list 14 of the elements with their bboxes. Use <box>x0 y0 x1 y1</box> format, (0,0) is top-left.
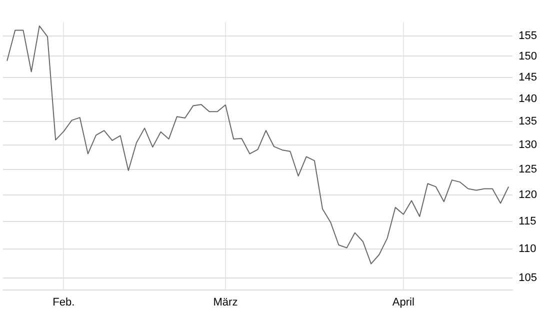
y-tick-label: 145 <box>518 71 538 84</box>
y-tick-label: 105 <box>518 272 538 284</box>
y-tick-label: 115 <box>518 215 536 228</box>
y-tick-label: 120 <box>518 188 538 201</box>
y-tick-label: 130 <box>518 139 538 152</box>
y-tick-label: 125 <box>518 164 538 176</box>
y-tick-label: 155 <box>518 30 538 42</box>
y-tick-label: 110 <box>518 242 536 255</box>
x-tick-label: März <box>213 296 238 308</box>
y-tick-label: 150 <box>518 50 538 62</box>
x-tick-label: April <box>392 296 414 308</box>
x-tick-label: Feb. <box>52 296 75 308</box>
y-tick-label: 140 <box>518 93 538 106</box>
y-tick-label: 135 <box>518 116 538 128</box>
